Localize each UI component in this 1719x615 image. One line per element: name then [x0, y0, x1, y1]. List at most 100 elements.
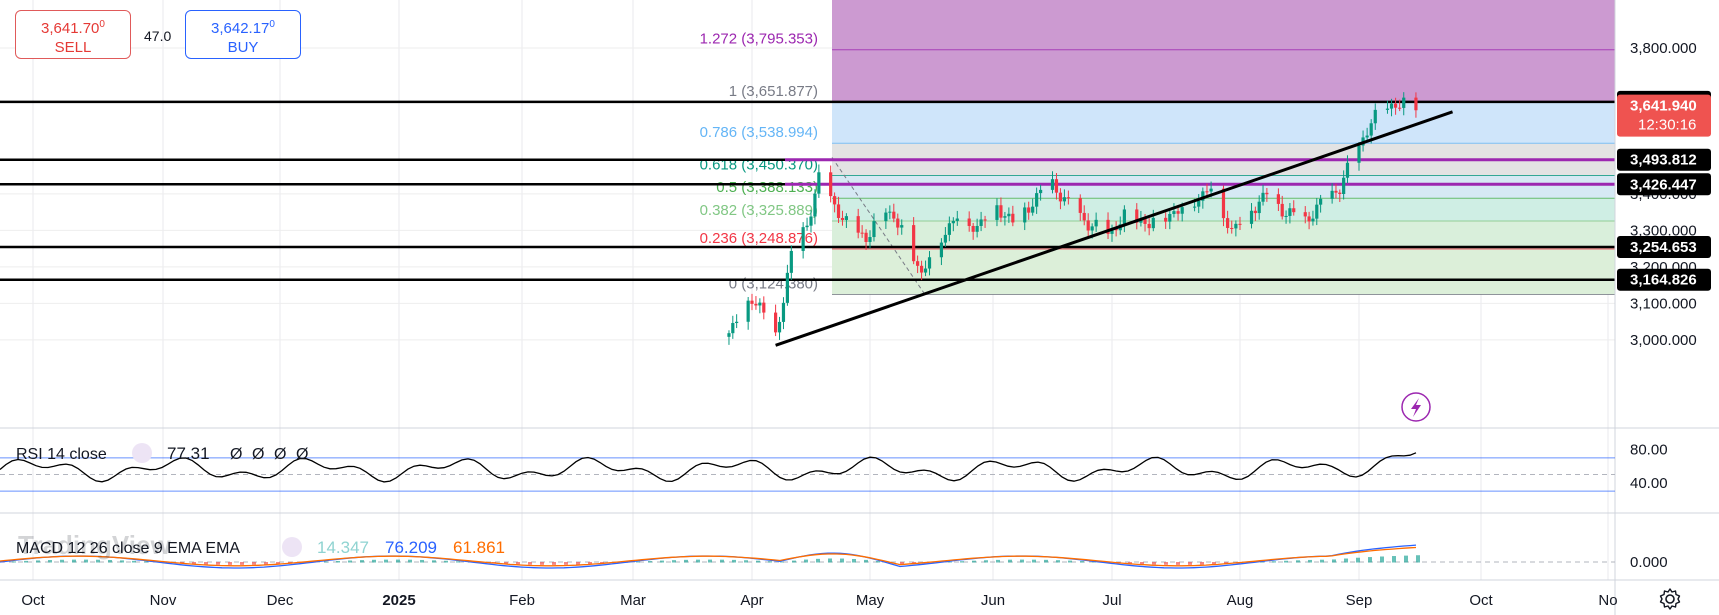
- macd-histogram-bar: [72, 559, 76, 563]
- candle-body: [1050, 179, 1055, 190]
- candle-body: [971, 225, 975, 232]
- macd-histogram-bar: [1356, 557, 1360, 563]
- candle-body: [1398, 107, 1402, 109]
- candle-body: [1338, 192, 1342, 194]
- candle-body: [896, 218, 900, 228]
- macd-histogram-bar: [840, 558, 844, 563]
- macd-histogram-bar: [1008, 559, 1012, 563]
- macd-histogram-bar: [264, 562, 268, 565]
- candle-body: [868, 237, 872, 242]
- candle-body: [1357, 145, 1361, 163]
- last-price-badge: [1617, 94, 1711, 137]
- time-axis-label: Oct: [21, 592, 45, 609]
- fib-zone: [832, 102, 1615, 144]
- candle-body: [1058, 192, 1063, 202]
- candle-body: [1307, 216, 1311, 222]
- macd-histogram-bar: [540, 562, 544, 565]
- macd-histogram-bar: [1152, 562, 1156, 565]
- horizontal-levels[interactable]: [0, 100, 1615, 281]
- sell-button[interactable]: 3,641.700 SELL: [15, 10, 131, 59]
- lightning-icon[interactable]: [1401, 392, 1431, 422]
- rsi-axis-label: 40.00: [1630, 475, 1668, 492]
- candle-body: [781, 302, 786, 322]
- macd-histogram-bar: [384, 559, 388, 563]
- candle-body: [1122, 209, 1126, 225]
- macd-histogram-bar: [684, 559, 688, 563]
- macd-histogram-bar: [108, 560, 112, 563]
- candle-body: [900, 225, 904, 228]
- candle-body: [951, 220, 955, 224]
- candle-body: [1414, 97, 1418, 111]
- buy-price: 3,642.17: [211, 20, 270, 37]
- macd-histogram-bar: [744, 560, 748, 563]
- macd-histogram-bar: [864, 559, 868, 563]
- macd-histogram-bar: [660, 560, 664, 563]
- candlesticks[interactable]: [727, 92, 1418, 345]
- macd-histogram-bar: [1260, 561, 1264, 563]
- fib-level-label: 0.786 (3,538.994): [700, 124, 818, 141]
- macd-histogram-bar: [372, 559, 376, 563]
- macd-histogram-bar: [576, 562, 580, 565]
- macd-histogram-bar: [948, 561, 952, 563]
- candle-body: [1303, 212, 1307, 217]
- candle-body: [1143, 218, 1147, 224]
- candle-body: [1334, 190, 1338, 193]
- candle-body: [844, 216, 848, 220]
- time-axis-label: Apr: [740, 592, 763, 609]
- macd-histogram-bar: [1068, 560, 1072, 563]
- macd-histogram-bar: [1392, 556, 1396, 563]
- macd-histogram-bar: [1308, 559, 1312, 563]
- candle-body: [840, 217, 845, 220]
- macd-histogram-bar: [756, 560, 760, 563]
- macd-histogram-bar: [360, 560, 364, 563]
- candle-body: [758, 302, 762, 306]
- macd-histogram-bar: [420, 559, 424, 563]
- rsi-title: RSI 14 close: [16, 446, 107, 463]
- time-axis[interactable]: Oct Nov Dec 2025 Feb Mar Apr May Jun Jul Aug Sep Oct…: [21, 592, 1617, 609]
- macd-histogram-bar: [1044, 559, 1048, 563]
- candle-body: [1011, 213, 1015, 223]
- macd-histogram-bar: [1200, 562, 1204, 565]
- candle-body: [1192, 206, 1197, 208]
- macd-axis-label: 0.000: [1630, 554, 1668, 571]
- candle-body: [813, 193, 817, 217]
- candle-body: [1402, 97, 1406, 108]
- candle-body: [1365, 135, 1369, 138]
- price-badge: [1617, 173, 1711, 196]
- macd-histogram-bar: [336, 560, 340, 563]
- macd-histogram-bar: [552, 562, 556, 565]
- sell-price-superscript: 0: [99, 19, 105, 30]
- fib-level-label: 0 (3,124.380): [729, 275, 818, 292]
- candle-body: [1205, 191, 1209, 193]
- macd-histogram-bar: [1128, 562, 1132, 564]
- candle-body: [864, 232, 868, 242]
- trendline[interactable]: [775, 110, 1454, 347]
- candle-body: [1035, 193, 1039, 207]
- time-axis-label: Oct: [1469, 592, 1493, 609]
- time-axis-label: Aug: [1227, 592, 1254, 609]
- candle-body: [777, 321, 782, 333]
- tradingview-watermark: TradingView: [18, 530, 171, 560]
- time-axis-label: Nov: [150, 592, 177, 609]
- macd-histogram-bar: [1404, 555, 1408, 563]
- buy-button[interactable]: 3,642.170 BUY: [185, 10, 301, 59]
- price-axis-label: 3,800.000: [1630, 40, 1697, 57]
- macd-histogram-bar: [852, 559, 856, 563]
- fibonacci-retracement[interactable]: 1.272 (3,795.353) 1 (3,651.877) 0.786 (3,5…: [700, 0, 1615, 295]
- settings-gear-icon[interactable]: [1658, 587, 1682, 611]
- candle-body: [1257, 201, 1261, 214]
- candle-body: [1090, 226, 1094, 231]
- candle-body: [754, 303, 758, 306]
- macd-pane[interactable]: 0.000 TradingView: [0, 530, 1668, 571]
- macd-histogram-bar: [204, 562, 208, 565]
- candle-body: [912, 225, 916, 262]
- rsi-pane[interactable]: 80.00 40.00: [0, 442, 1668, 492]
- macd-histogram-bar: [648, 561, 652, 563]
- macd-histogram-bar: [1188, 562, 1192, 565]
- macd-histogram-bar: [720, 559, 724, 563]
- candle-body: [785, 272, 789, 303]
- macd-value: 76.209: [385, 538, 437, 557]
- candle-body: [1135, 209, 1139, 223]
